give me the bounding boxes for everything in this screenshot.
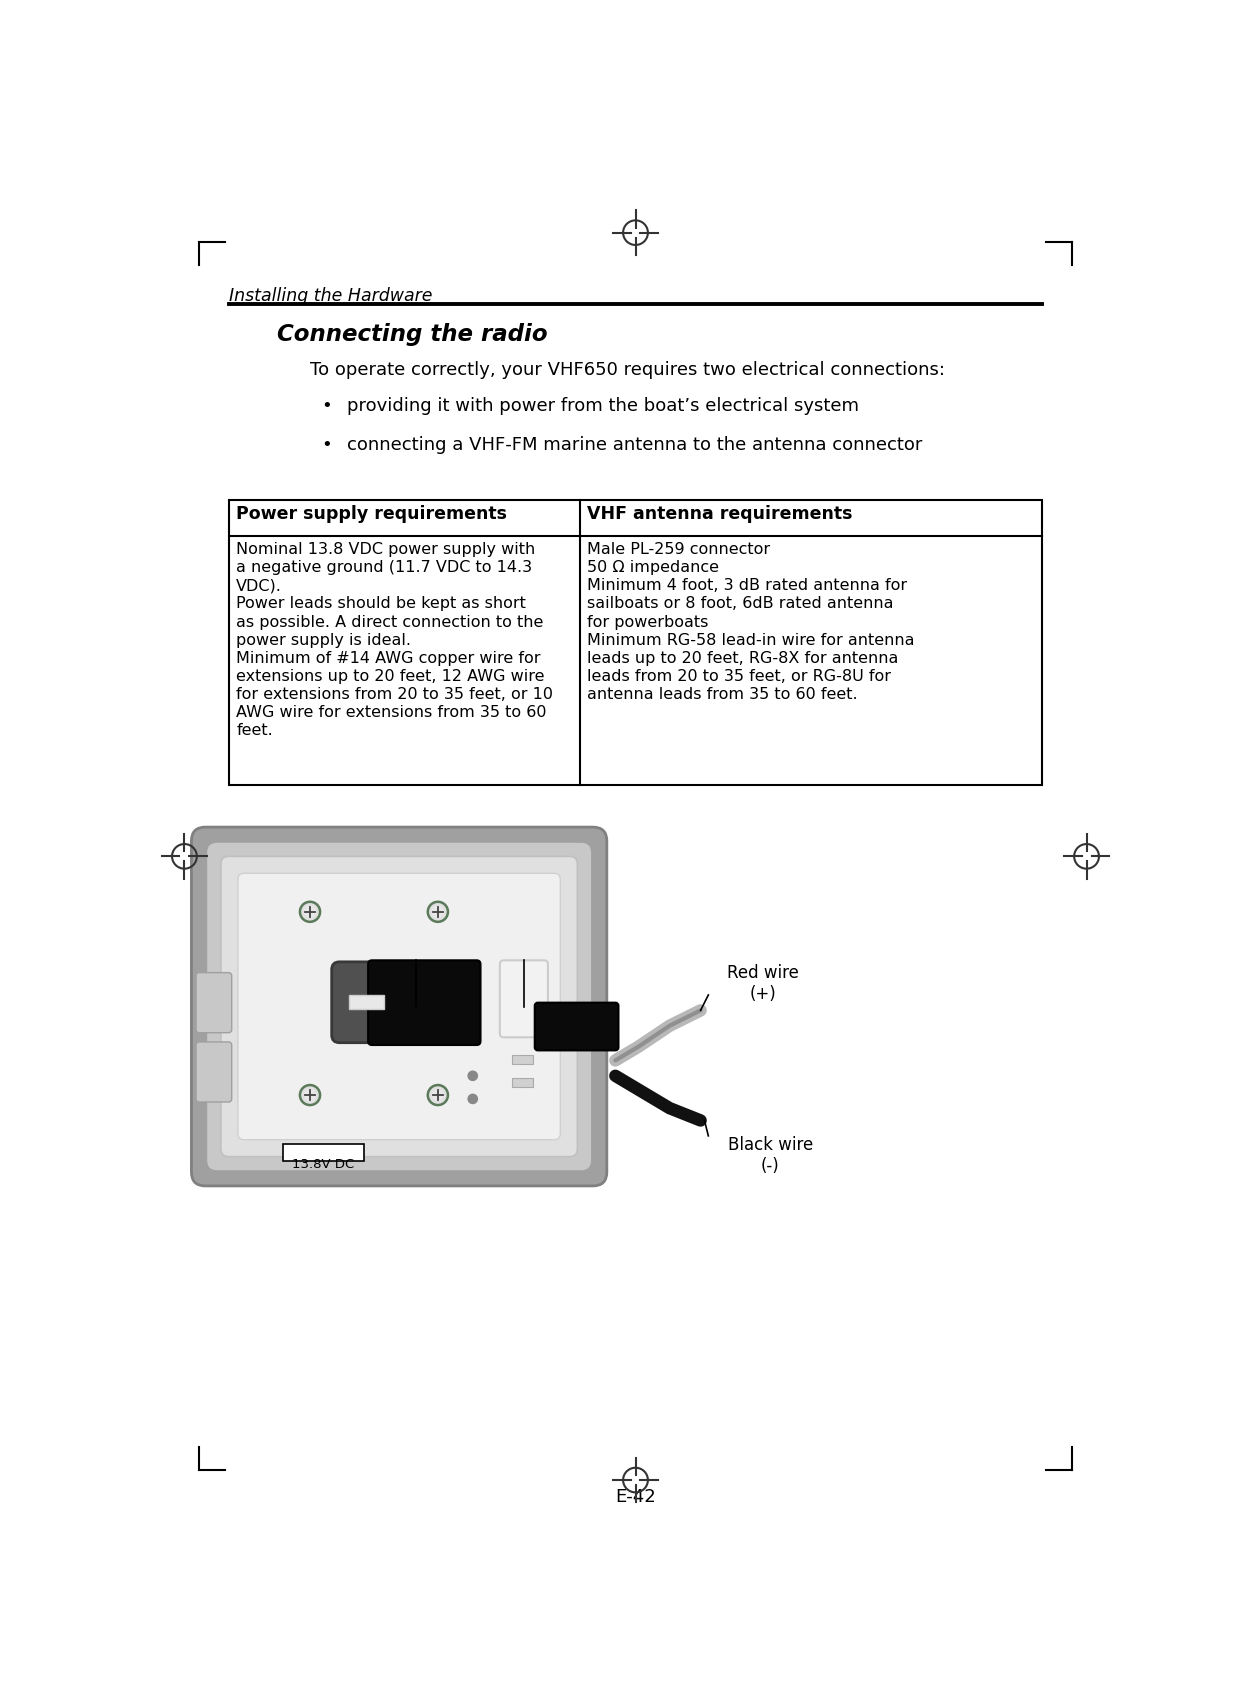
Circle shape [469, 1071, 477, 1080]
FancyBboxPatch shape [500, 961, 548, 1037]
FancyBboxPatch shape [238, 873, 560, 1139]
Text: Power
cable: Power cable [498, 1010, 549, 1049]
Text: as possible. A direct connection to the: as possible. A direct connection to the [237, 615, 544, 629]
Text: for extensions from 20 to 35 feet, or 10: for extensions from 20 to 35 feet, or 10 [237, 686, 553, 702]
Text: extensions up to 20 feet, 12 AWG wire: extensions up to 20 feet, 12 AWG wire [237, 670, 544, 683]
Text: Installing the Hardware: Installing the Hardware [228, 286, 432, 305]
Text: To operate correctly, your VHF650 requires two electrical connections:: To operate correctly, your VHF650 requir… [310, 361, 945, 380]
Text: Nominal 13.8 VDC power supply with: Nominal 13.8 VDC power supply with [237, 542, 536, 558]
Text: •: • [321, 397, 332, 415]
FancyBboxPatch shape [196, 973, 232, 1032]
Bar [511, 1078, 533, 1088]
Text: 50 Ω impedance: 50 Ω impedance [588, 561, 719, 575]
Circle shape [469, 1095, 477, 1103]
Text: •: • [321, 436, 332, 454]
FancyBboxPatch shape [534, 1003, 619, 1051]
Text: 13.8V DC: 13.8V DC [293, 1158, 355, 1171]
Text: Power supply requirements: Power supply requirements [237, 505, 507, 524]
Text: for powerboats: for powerboats [588, 615, 709, 629]
Text: AWG wire for extensions from 35 to 60: AWG wire for extensions from 35 to 60 [237, 705, 547, 720]
Text: VHF antenna requirements: VHF antenna requirements [588, 505, 853, 524]
Circle shape [433, 907, 444, 917]
Text: feet.: feet. [237, 724, 273, 737]
Text: antenna leads from 35 to 60 feet.: antenna leads from 35 to 60 feet. [588, 686, 858, 702]
Bar [348, 995, 383, 1009]
Text: Connecting the radio: Connecting the radio [278, 322, 548, 346]
Bar [228, 500, 1043, 785]
FancyBboxPatch shape [191, 827, 606, 1186]
Text: power supply is ideal.: power supply is ideal. [237, 632, 412, 647]
Text: Minimum 4 foot, 3 dB rated antenna for: Minimum 4 foot, 3 dB rated antenna for [588, 578, 908, 593]
Text: VDC).: VDC). [237, 578, 283, 593]
Bar [283, 1144, 365, 1161]
Text: Minimum RG-58 lead-in wire for antenna: Minimum RG-58 lead-in wire for antenna [588, 632, 915, 647]
FancyBboxPatch shape [206, 842, 593, 1171]
Text: leads from 20 to 35 feet, or RG-8U for: leads from 20 to 35 feet, or RG-8U for [588, 670, 892, 683]
Text: Male PL-259 connector: Male PL-259 connector [588, 542, 770, 558]
Text: Red wire
(+): Red wire (+) [727, 964, 799, 1003]
Text: leads up to 20 feet, RG-8X for antenna: leads up to 20 feet, RG-8X for antenna [588, 651, 899, 666]
FancyBboxPatch shape [196, 1042, 232, 1102]
FancyBboxPatch shape [221, 856, 578, 1156]
Circle shape [428, 1085, 448, 1105]
Text: Black wire
(-): Black wire (-) [728, 1136, 813, 1175]
Text: Power
connector: Power connector [374, 1010, 458, 1049]
FancyBboxPatch shape [332, 961, 389, 1042]
Circle shape [305, 1090, 315, 1100]
Circle shape [428, 902, 448, 922]
Circle shape [305, 907, 315, 917]
Text: Minimum of #14 AWG copper wire for: Minimum of #14 AWG copper wire for [237, 651, 541, 666]
Text: E-42: E-42 [615, 1488, 656, 1505]
Text: a negative ground (11.7 VDC to 14.3: a negative ground (11.7 VDC to 14.3 [237, 561, 532, 575]
Text: Power leads should be kept as short: Power leads should be kept as short [237, 597, 526, 612]
Text: sailboats or 8 foot, 6dB rated antenna: sailboats or 8 foot, 6dB rated antenna [588, 597, 894, 612]
Text: connecting a VHF-FM marine antenna to the antenna connector: connecting a VHF-FM marine antenna to th… [347, 436, 923, 454]
Circle shape [300, 902, 320, 922]
Circle shape [300, 1085, 320, 1105]
Bar [511, 1054, 533, 1064]
Text: providing it with power from the boat’s electrical system: providing it with power from the boat’s … [347, 397, 859, 415]
FancyBboxPatch shape [368, 961, 481, 1046]
Circle shape [433, 1090, 444, 1100]
